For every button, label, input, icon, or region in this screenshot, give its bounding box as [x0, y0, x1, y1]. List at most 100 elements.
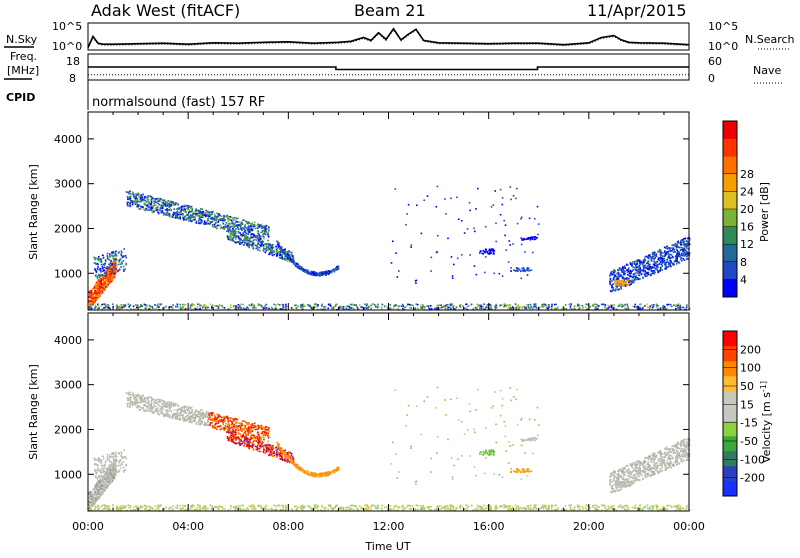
- power-cell: [145, 196, 147, 198]
- power-cell: [631, 265, 633, 267]
- velocity-cell: [114, 453, 116, 455]
- power-cell: [120, 266, 122, 268]
- power-cell: [656, 253, 658, 255]
- power-cell: [227, 228, 229, 230]
- power-cell: [671, 254, 673, 256]
- velocity-cell: [189, 410, 191, 412]
- power-cell: [679, 261, 681, 263]
- power-cell: [406, 305, 408, 307]
- velocity-cell: [101, 485, 103, 487]
- power-cell: [510, 270, 512, 272]
- power-cell: [654, 257, 656, 259]
- power-cell: [657, 272, 659, 274]
- power-cell: [621, 306, 623, 308]
- power-cell: [243, 241, 245, 243]
- power-cell: [431, 308, 433, 310]
- power-cell: [669, 247, 671, 249]
- nsky-line: [88, 29, 689, 48]
- power-cell: [284, 251, 286, 253]
- power-cell: [199, 304, 201, 306]
- power-cell: [266, 225, 268, 227]
- velocity-cell: [120, 467, 122, 469]
- power-cell: [475, 307, 477, 309]
- power-cell: [109, 277, 111, 279]
- power-cell: [178, 217, 180, 219]
- power-cell: [389, 304, 391, 306]
- velocity-cell: [99, 496, 101, 498]
- power-cell: [686, 258, 688, 260]
- power-cell: [169, 205, 171, 207]
- power-colorbar-label: Power [dB]: [758, 182, 771, 242]
- power-cell: [611, 290, 613, 292]
- power-cell: [159, 304, 161, 306]
- power-cell: [534, 306, 536, 308]
- power-cell: [622, 267, 624, 269]
- colorbar-swatch: [723, 121, 737, 139]
- velocity-cell: [115, 463, 117, 465]
- power-cell: [253, 225, 255, 227]
- power-cell: [121, 261, 123, 263]
- power-cell: [655, 269, 657, 271]
- power-cell: [677, 307, 679, 309]
- power-cell: [512, 243, 514, 245]
- power-cell: [130, 193, 132, 195]
- power-cell: [523, 269, 525, 271]
- power-cell: [209, 224, 211, 226]
- velocity-cell: [100, 469, 102, 471]
- power-cell: [123, 306, 125, 308]
- power-cell: [675, 308, 677, 310]
- power-cell: [166, 209, 168, 211]
- power-cell: [224, 220, 226, 222]
- power-cell: [662, 255, 664, 257]
- power-cell: [157, 207, 159, 209]
- power-cell: [529, 218, 531, 220]
- power-cell: [353, 308, 355, 310]
- power-cell: [255, 237, 257, 239]
- power-cell: [229, 239, 231, 241]
- power-cell: [99, 295, 101, 297]
- power-cell: [658, 259, 660, 261]
- power-cell: [97, 263, 99, 265]
- power-cell: [636, 270, 638, 272]
- power-cell: [421, 233, 423, 235]
- power-cell: [518, 308, 520, 310]
- power-cell: [645, 267, 647, 269]
- velocity-cell: [197, 414, 199, 416]
- power-cell: [686, 240, 688, 242]
- power-cell: [230, 304, 232, 306]
- power-cell: [464, 307, 466, 309]
- power-cell: [577, 304, 579, 306]
- velocity-cell: [89, 501, 91, 503]
- power-cell: [411, 244, 413, 246]
- velocity-cell: [95, 493, 97, 495]
- power-cell: [166, 214, 168, 216]
- power-cell: [223, 215, 225, 217]
- power-cell: [143, 204, 145, 206]
- power-cell: [93, 257, 95, 259]
- power-cell: [491, 308, 493, 310]
- power-cell: [509, 304, 511, 306]
- power-cell: [541, 306, 543, 308]
- power-cell: [100, 286, 102, 288]
- power-cell: [89, 300, 91, 302]
- power-cell: [305, 269, 307, 271]
- power-cell: [437, 305, 439, 307]
- power-cell: [477, 308, 479, 310]
- power-cell: [447, 304, 449, 306]
- power-cell: [461, 254, 463, 256]
- power-cell: [415, 282, 417, 284]
- power-cell: [134, 197, 136, 199]
- power-cell: [241, 239, 243, 241]
- power-cell: [676, 263, 678, 265]
- power-cell: [639, 307, 641, 309]
- power-cell: [282, 306, 284, 308]
- power-cell: [257, 227, 259, 229]
- velocity-cell: [118, 461, 120, 463]
- power-cell: [500, 214, 502, 216]
- power-cell: [165, 209, 167, 211]
- power-cell: [627, 271, 629, 273]
- velocity-cell: [116, 456, 118, 458]
- power-cell: [677, 242, 679, 244]
- power-cell: [647, 304, 649, 306]
- power-cell: [199, 210, 201, 212]
